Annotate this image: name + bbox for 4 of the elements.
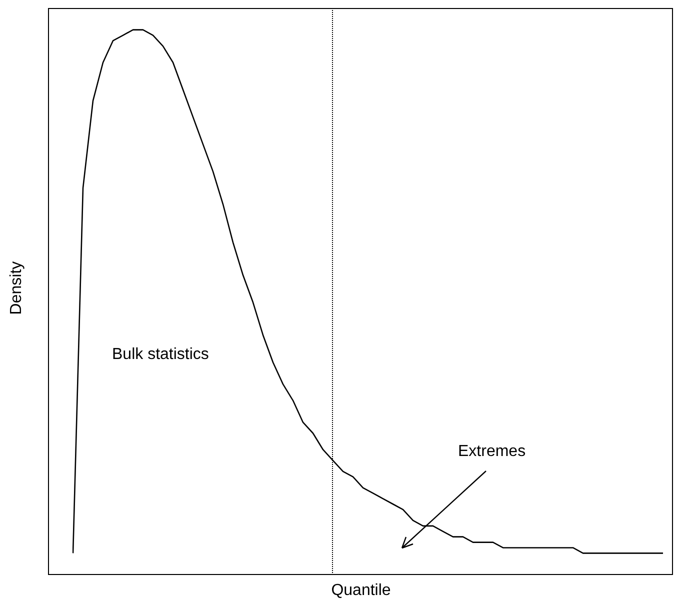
y-axis-title: Density: [8, 260, 25, 317]
annotation: Bulk statistics: [112, 346, 209, 363]
x-axis-title: Quantile: [330, 582, 392, 599]
annotation: Extremes: [458, 443, 526, 460]
